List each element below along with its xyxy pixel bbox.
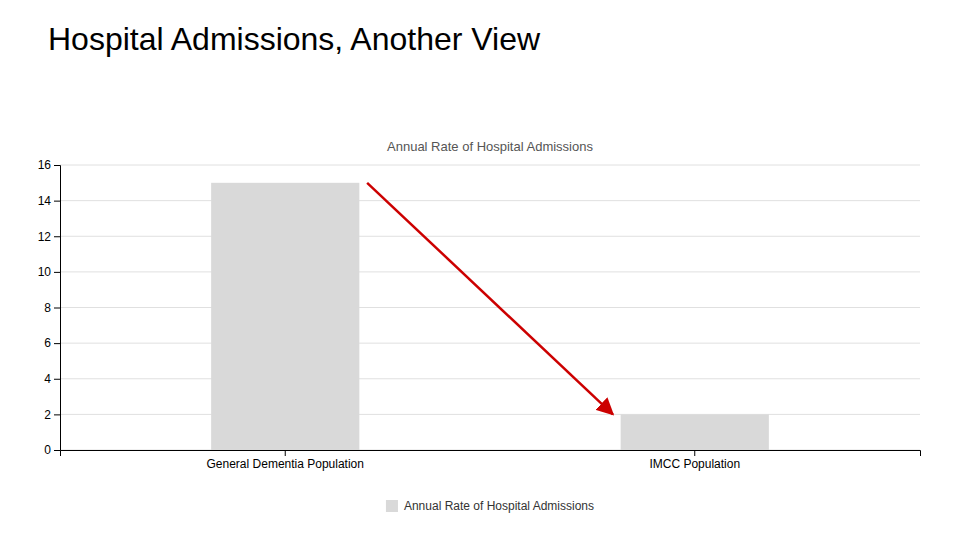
y-tick-label: 10 bbox=[38, 265, 52, 279]
y-tick-label: 12 bbox=[38, 230, 52, 244]
y-tick-label: 6 bbox=[44, 336, 51, 350]
y-tick-label: 0 bbox=[44, 443, 51, 457]
grid-line bbox=[60, 378, 920, 379]
y-tick-mark bbox=[54, 414, 60, 415]
y-tick: 14 bbox=[38, 194, 60, 208]
x-tick: General Dementia Population bbox=[207, 450, 364, 471]
y-tick: 16 bbox=[38, 158, 60, 172]
y-tick: 2 bbox=[44, 408, 60, 422]
title: Hospital Admissions, Another View bbox=[48, 21, 541, 57]
y-axis: 0 2 4 6 8 10 12 14 16 bbox=[38, 158, 61, 457]
arrow bbox=[367, 183, 613, 415]
plot: Annual Rate of Hospital Admissions 0 2 4 6 8 1… bbox=[38, 139, 921, 471]
grid bbox=[60, 165, 920, 450]
legend-label: Annual Rate of Hospital Admissions bbox=[404, 499, 594, 513]
y-tick-mark bbox=[54, 201, 60, 202]
y-tick: 0 bbox=[44, 443, 60, 457]
x-tick-mark bbox=[285, 450, 286, 456]
legend-swatch bbox=[386, 500, 398, 512]
y-axis-line bbox=[54, 166, 61, 451]
y-tick-label: 16 bbox=[38, 158, 52, 172]
x-axis: General Dementia Population IMCC Populati… bbox=[61, 450, 921, 471]
y-tick-label: 14 bbox=[38, 194, 52, 208]
legend-item: Annual Rate of Hospital Admissions bbox=[386, 499, 594, 513]
y-tick-label: 2 bbox=[44, 408, 51, 422]
y-tick-label: 8 bbox=[44, 301, 51, 315]
y-tick: 4 bbox=[44, 372, 60, 386]
y-tick-mark bbox=[54, 236, 60, 237]
grid-line bbox=[60, 343, 920, 344]
y-tick-mark bbox=[54, 343, 60, 344]
bars bbox=[211, 183, 769, 450]
legend: Annual Rate of Hospital Admissions bbox=[386, 499, 594, 513]
y-tick: 8 bbox=[44, 301, 60, 315]
x-axis-line bbox=[61, 451, 921, 457]
grid-line bbox=[60, 414, 920, 415]
grid-line bbox=[60, 236, 920, 237]
grid-line bbox=[60, 200, 920, 201]
x-tick-label: General Dementia Population bbox=[207, 457, 364, 471]
y-tick: 6 bbox=[44, 336, 60, 350]
y-tick-mark bbox=[54, 165, 60, 166]
x-tick-label: IMCC Population bbox=[649, 457, 740, 471]
grid-line bbox=[60, 307, 920, 308]
y-tick: 10 bbox=[38, 265, 60, 279]
y-tick-mark bbox=[54, 308, 60, 309]
y-tick-mark bbox=[54, 379, 60, 380]
grid-line bbox=[60, 271, 920, 272]
y-tick-mark bbox=[54, 272, 60, 273]
y-tick-label: 4 bbox=[44, 372, 51, 386]
chart: Hospital Admissions, Another View Annual … bbox=[0, 0, 960, 540]
bar bbox=[621, 414, 769, 450]
x-tick: IMCC Population bbox=[649, 450, 740, 471]
y-tick: 12 bbox=[38, 230, 60, 244]
y-tick-mark bbox=[54, 450, 60, 451]
x-tick-mark bbox=[694, 450, 695, 456]
subtitle: Annual Rate of Hospital Admissions bbox=[387, 139, 593, 154]
bar bbox=[211, 183, 359, 450]
grid-line bbox=[60, 165, 920, 166]
